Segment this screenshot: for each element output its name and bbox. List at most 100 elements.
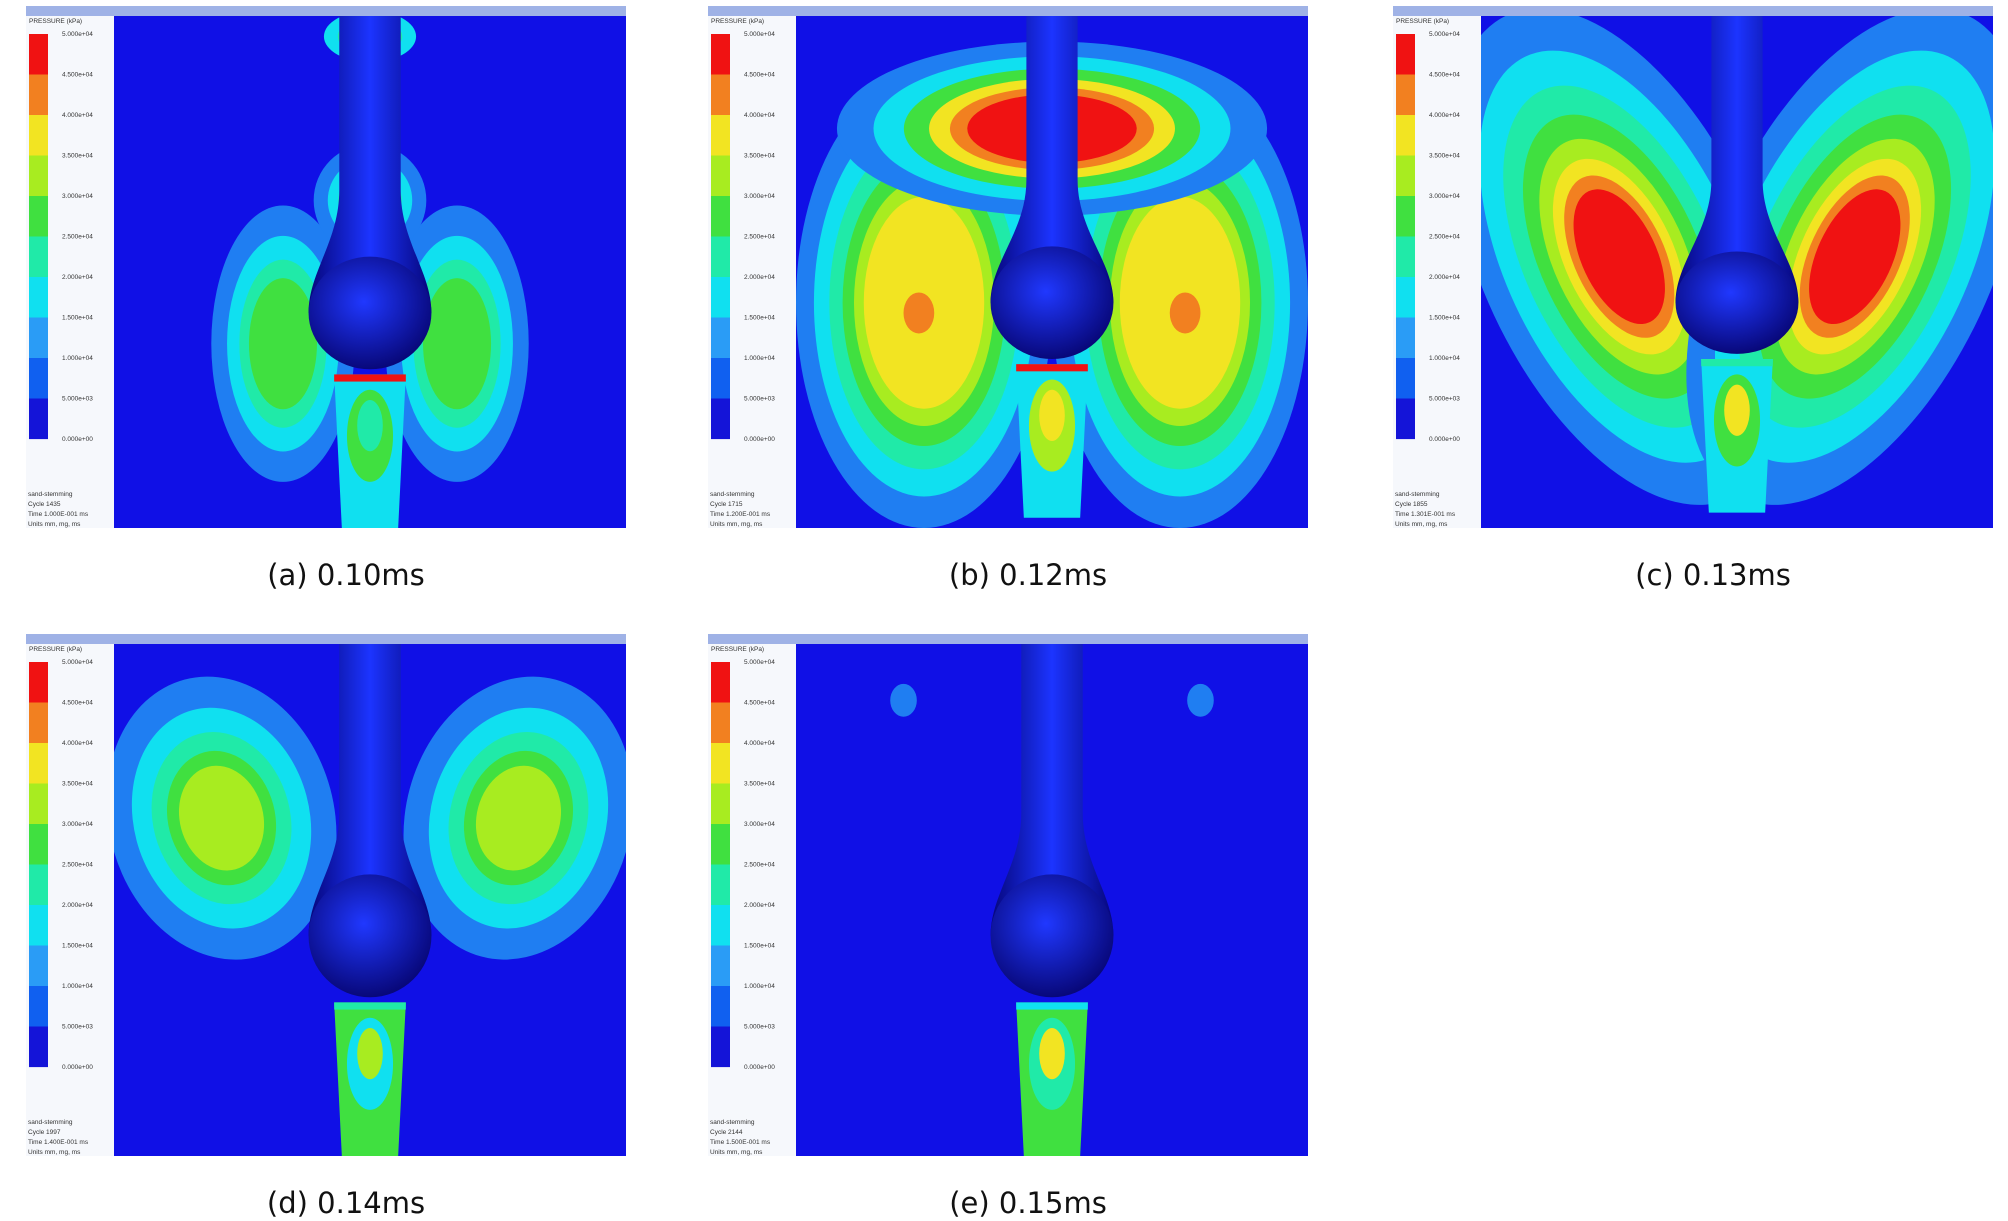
pressure-contour	[178, 765, 265, 871]
simulation-panel: PRESSURE (kPa) 5.000e+04 4.500e+04 4.000e+0…	[1393, 6, 1993, 528]
top-bar	[26, 6, 626, 16]
colorbar-band	[29, 317, 48, 359]
colorbar-band	[1396, 196, 1415, 237]
colorbar-label: 3.500e+04	[62, 781, 93, 788]
run-info: sand-stemming	[28, 1119, 73, 1126]
legend-title: PRESSURE (kPa)	[1396, 18, 1449, 25]
colorbar-band	[711, 905, 730, 946]
explosive-bulb	[308, 256, 432, 370]
caption: (b) 0.12ms	[948, 558, 1108, 592]
colorbar-band	[29, 1026, 48, 1068]
colorbar-band	[29, 662, 48, 703]
caption: (e) 0.15ms	[949, 1186, 1107, 1220]
colorbar-band	[29, 196, 48, 237]
pressure-contour	[423, 278, 492, 410]
colorbar-band	[29, 74, 48, 116]
colorbar-band	[29, 236, 48, 278]
colorbar-label: 1.000e+04	[62, 983, 93, 990]
stemming-contour	[357, 1028, 383, 1080]
colorbar-label: 4.000e+04	[744, 112, 775, 119]
colorbar-band	[29, 783, 48, 825]
colorbar-band	[711, 236, 730, 278]
run-info: Units mm, mg, ms	[28, 521, 81, 528]
run-info: Cycle 1435	[28, 501, 61, 508]
stemming-top	[334, 1002, 406, 1010]
colorbar-label: 1.000e+04	[1429, 355, 1460, 362]
run-info: Time 1.400E-001 ms	[28, 1139, 89, 1146]
colorbar-label: 0.000e+00	[62, 436, 93, 443]
colorbar-label: 4.000e+04	[62, 112, 93, 119]
colorbar-label: 5.000e+04	[744, 659, 775, 666]
colorbar-label: 4.500e+04	[62, 700, 93, 707]
run-info: Time 1.200E-001 ms	[710, 511, 771, 518]
contour-area	[1481, 16, 1993, 528]
colorbar-band	[29, 277, 48, 318]
colorbar-label: 2.500e+04	[62, 862, 93, 869]
colorbar-band	[1396, 277, 1415, 318]
simulation-panel: PRESSURE (kPa) 5.000e+04 4.500e+04 4.000e+0…	[26, 634, 626, 1156]
colorbar-label: 3.000e+04	[62, 821, 93, 828]
borehole-shaft	[990, 644, 1114, 936]
colorbar-band	[29, 398, 48, 440]
pressure-contour	[1573, 189, 1665, 325]
contour-area	[796, 16, 1308, 528]
colorbar-label: 2.000e+04	[62, 274, 93, 281]
top-bar	[26, 634, 626, 644]
simulation-panel: PRESSURE (kPa) 5.000e+04 4.500e+04 4.000e+0…	[26, 6, 626, 528]
borehole-shaft	[1675, 16, 1799, 303]
colorbar-label: 0.000e+00	[744, 436, 775, 443]
pressure-contour	[475, 765, 562, 871]
colorbar-label: 1.500e+04	[744, 315, 775, 322]
run-info: sand-stemming	[710, 491, 755, 498]
simulation-panel: PRESSURE (kPa) 5.000e+04 4.500e+04 4.000e+0…	[708, 634, 1308, 1156]
colorbar-band	[711, 196, 730, 237]
colorbar-label: 0.000e+00	[1429, 436, 1460, 443]
top-bar	[708, 6, 1308, 16]
explosive-bulb	[990, 874, 1114, 998]
colorbar-band	[29, 824, 48, 865]
colorbar-band	[711, 824, 730, 865]
stemming-contour	[1724, 384, 1750, 436]
colorbar-label: 1.500e+04	[62, 315, 93, 322]
contour-plot	[1481, 16, 1993, 528]
contour-area	[114, 644, 626, 1156]
colorbar-band	[29, 358, 48, 399]
colorbar-band	[29, 945, 48, 987]
run-info: Units mm, mg, ms	[710, 1149, 763, 1156]
pressure-contour	[903, 292, 935, 334]
colorbar-band	[29, 34, 48, 75]
colorbar-label: 5.000e+03	[1429, 396, 1460, 403]
colorbar-band	[711, 277, 730, 318]
explosive-bulb	[308, 874, 432, 998]
colorbar-label: 5.000e+03	[744, 396, 775, 403]
colorbar-label: 4.000e+04	[1429, 112, 1460, 119]
colorbar-label: 1.500e+04	[744, 943, 775, 950]
colorbar-label: 3.000e+04	[744, 821, 775, 828]
contour-plot	[796, 644, 1308, 1156]
colorbar-band	[29, 986, 48, 1027]
colorbar-band	[711, 155, 730, 197]
contour-area	[796, 644, 1308, 1156]
colorbar-band	[29, 864, 48, 906]
colorbar-band	[711, 1026, 730, 1068]
run-info: Cycle 1715	[710, 501, 743, 508]
pressure-contour	[890, 683, 917, 717]
run-info: Time 1.301E-001 ms	[1395, 511, 1456, 518]
contour-plot	[114, 644, 626, 1156]
colorbar-label: 2.000e+04	[62, 902, 93, 909]
colorbar-label: 2.500e+04	[744, 234, 775, 241]
colorbar-label: 5.000e+03	[744, 1024, 775, 1031]
colorbar-band	[29, 905, 48, 946]
colorbar-label: 5.000e+04	[744, 31, 775, 38]
borehole-shaft	[990, 16, 1114, 303]
stemming-top	[1016, 364, 1088, 372]
colorbar-band	[711, 317, 730, 359]
colorbar-band	[1396, 34, 1415, 75]
colorbar-label: 0.000e+00	[744, 1064, 775, 1071]
colorbar-label: 4.000e+04	[62, 740, 93, 747]
legend-title: PRESSURE (kPa)	[711, 646, 764, 653]
caption: (d) 0.14ms	[266, 1186, 426, 1220]
contour-plot	[114, 16, 626, 528]
colorbar-label: 3.500e+04	[1429, 153, 1460, 160]
colorbar-label: 1.500e+04	[62, 943, 93, 950]
